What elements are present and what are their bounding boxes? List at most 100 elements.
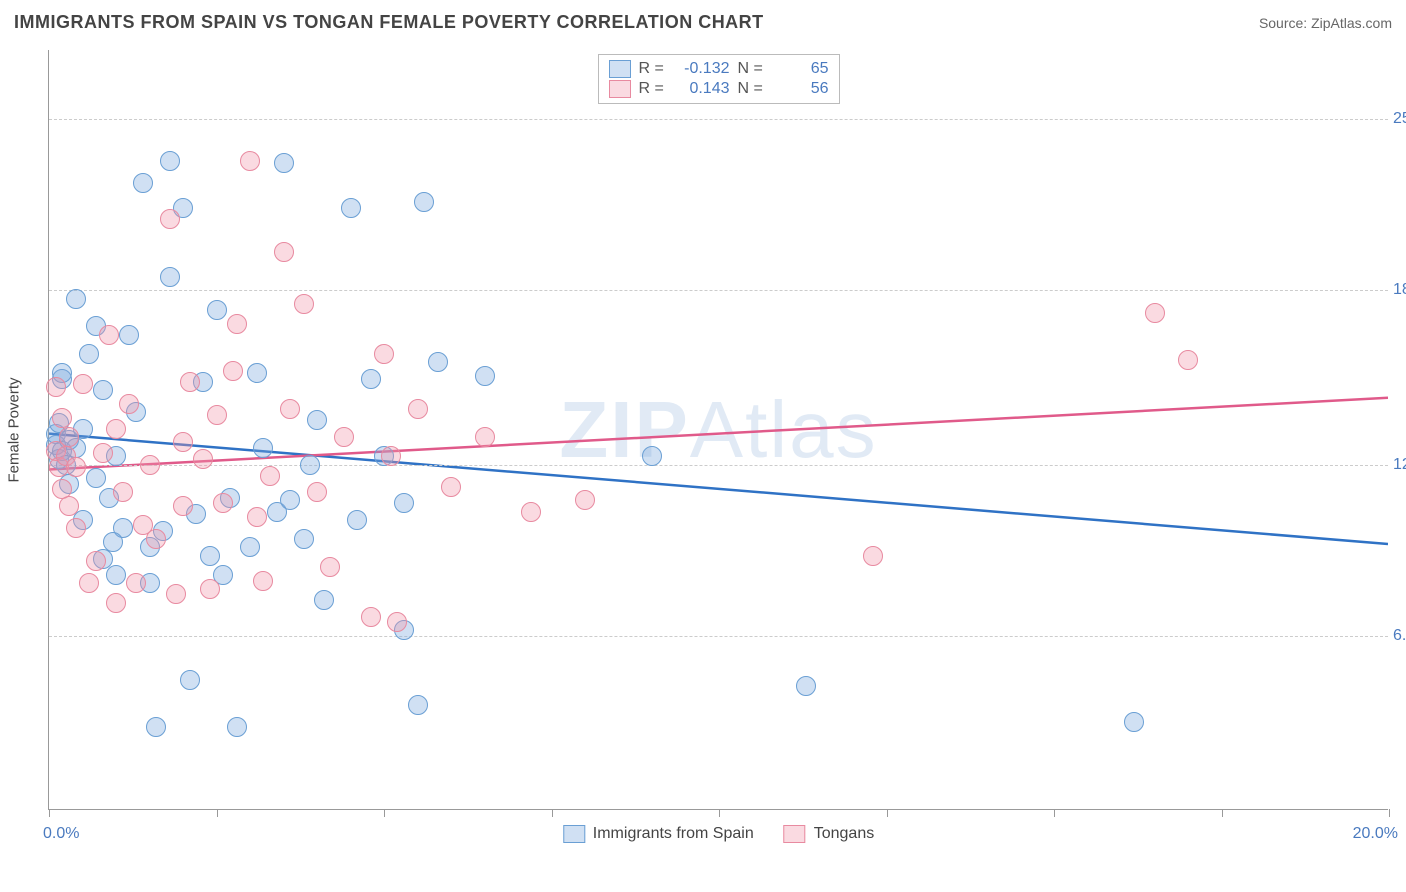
data-point	[160, 267, 180, 287]
data-point	[93, 443, 113, 463]
data-point	[274, 242, 294, 262]
r-label: R =	[639, 80, 667, 98]
data-point	[247, 507, 267, 527]
data-point	[260, 466, 280, 486]
correlation-legend: R = -0.132 N = 65 R = 0.143 N = 56	[598, 54, 840, 104]
data-point	[227, 314, 247, 334]
data-point	[106, 419, 126, 439]
data-point	[796, 676, 816, 696]
series-label-tongans: Tongans	[814, 825, 875, 843]
data-point	[280, 399, 300, 419]
data-point	[374, 344, 394, 364]
data-point	[274, 153, 294, 173]
data-point	[334, 427, 354, 447]
swatch-spain	[609, 60, 631, 78]
data-point	[103, 532, 123, 552]
data-point	[79, 573, 99, 593]
data-point	[863, 546, 883, 566]
data-point	[1178, 350, 1198, 370]
data-point	[160, 209, 180, 229]
legend-row-tongans: R = 0.143 N = 56	[609, 79, 829, 99]
data-point	[146, 529, 166, 549]
data-point	[173, 496, 193, 516]
data-point	[361, 607, 381, 627]
series-label-spain: Immigrants from Spain	[593, 825, 754, 843]
data-point	[347, 510, 367, 530]
data-point	[46, 377, 66, 397]
scatter-plot-area: ZIPAtlas R = -0.132 N = 65 R = 0.143 N =…	[48, 50, 1388, 810]
data-point	[1124, 712, 1144, 732]
data-point	[294, 529, 314, 549]
data-point	[207, 405, 227, 425]
data-point	[59, 427, 79, 447]
data-point	[408, 695, 428, 715]
x-tick	[384, 809, 385, 817]
data-point	[66, 289, 86, 309]
data-point	[193, 449, 213, 469]
trend-line	[49, 398, 1388, 470]
data-point	[253, 571, 273, 591]
data-point	[207, 300, 227, 320]
data-point	[240, 151, 260, 171]
chart-title: IMMIGRANTS FROM SPAIN VS TONGAN FEMALE P…	[14, 12, 764, 33]
swatch-tongans	[784, 825, 806, 843]
legend-row-spain: R = -0.132 N = 65	[609, 59, 829, 79]
data-point	[126, 573, 146, 593]
x-tick	[552, 809, 553, 817]
data-point	[314, 590, 334, 610]
gridline	[49, 636, 1388, 637]
legend-item-spain: Immigrants from Spain	[563, 825, 754, 843]
y-axis-label: Female Poverty	[6, 377, 23, 482]
data-point	[381, 446, 401, 466]
r-label: R =	[639, 60, 667, 78]
x-min-label: 0.0%	[43, 825, 79, 843]
data-point	[173, 432, 193, 452]
data-point	[300, 455, 320, 475]
data-point	[280, 490, 300, 510]
data-point	[387, 612, 407, 632]
y-tick-label: 12.5%	[1393, 456, 1406, 474]
data-point	[247, 363, 267, 383]
r-value-spain: -0.132	[675, 60, 730, 78]
data-point	[106, 565, 126, 585]
data-point	[200, 546, 220, 566]
x-tick	[1389, 809, 1390, 817]
data-point	[361, 369, 381, 389]
n-label: N =	[738, 80, 766, 98]
data-point	[66, 518, 86, 538]
data-point	[320, 557, 340, 577]
x-tick	[217, 809, 218, 817]
data-point	[180, 372, 200, 392]
series-legend: Immigrants from Spain Tongans	[563, 825, 874, 843]
data-point	[475, 366, 495, 386]
x-tick	[719, 809, 720, 817]
data-point	[160, 151, 180, 171]
trend-line	[49, 434, 1388, 544]
data-point	[140, 455, 160, 475]
data-point	[119, 325, 139, 345]
data-point	[86, 551, 106, 571]
data-point	[521, 502, 541, 522]
data-point	[106, 593, 126, 613]
data-point	[575, 490, 595, 510]
y-tick-label: 6.3%	[1393, 627, 1406, 645]
data-point	[1145, 303, 1165, 323]
source-attribution: Source: ZipAtlas.com	[1259, 15, 1392, 31]
swatch-tongans	[609, 80, 631, 98]
data-point	[253, 438, 273, 458]
x-tick	[1054, 809, 1055, 817]
x-tick	[887, 809, 888, 817]
data-point	[73, 374, 93, 394]
n-label: N =	[738, 60, 766, 78]
watermark: ZIPAtlas	[559, 384, 877, 476]
data-point	[227, 717, 247, 737]
x-max-label: 20.0%	[1353, 825, 1398, 843]
data-point	[79, 344, 99, 364]
data-point	[66, 457, 86, 477]
data-point	[86, 468, 106, 488]
data-point	[475, 427, 495, 447]
x-tick	[49, 809, 50, 817]
data-point	[180, 670, 200, 690]
y-tick-label: 18.8%	[1393, 281, 1406, 299]
data-point	[113, 482, 133, 502]
